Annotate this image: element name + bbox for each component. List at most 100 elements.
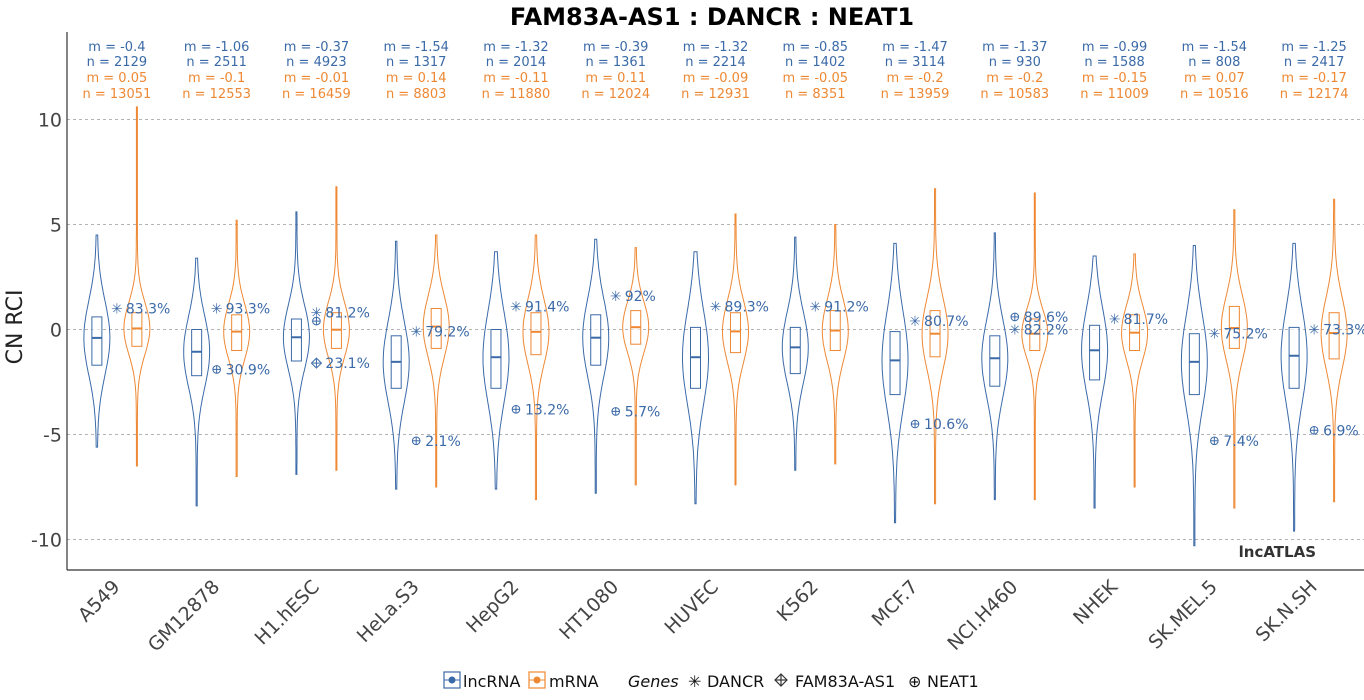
- legend-genes-title: Genes: [628, 672, 679, 691]
- dancr-marker: ✳: [809, 299, 821, 315]
- box-mrna: [231, 314, 243, 351]
- stat-lncrna-n: n = 2129: [87, 55, 147, 70]
- stat-mrna-m: m = 0.07: [1184, 71, 1245, 86]
- dancr-marker: ✳: [610, 289, 622, 305]
- y-axis-label: CN RCI: [3, 290, 28, 365]
- violin-outline-lncrna: [881, 242, 909, 524]
- legend-lncrna: lncRNA: [443, 671, 520, 691]
- stat-lncrna-n: n = 1402: [785, 55, 845, 70]
- stat-lncrna-n: n = 2417: [1284, 55, 1344, 70]
- violin-outline-lncrna: [282, 211, 310, 475]
- violin-mrna: [1320, 198, 1348, 503]
- stat-lncrna-m: m = -0.4: [88, 40, 145, 55]
- violin-outline-mrna: [721, 213, 750, 486]
- stat-lncrna-m: m = -1.06: [184, 40, 249, 55]
- dancr-pct-label: 79.2%: [425, 325, 469, 341]
- stat-lncrna-n: n = 1588: [1084, 55, 1144, 70]
- violin-outline-lncrna: [1280, 242, 1308, 532]
- dancr-pct-label: 93.3%: [226, 302, 270, 318]
- x-tick-label: NHEK: [1069, 576, 1122, 629]
- stat-lncrna-n: n = 808: [1188, 55, 1240, 70]
- stat-mrna-m: m = -0.17: [1281, 71, 1346, 86]
- violin-mrna: [223, 219, 251, 477]
- violin-outline-lncrna: [1081, 255, 1109, 509]
- box-lncrna: [1288, 326, 1300, 389]
- violin-outline-mrna: [1121, 253, 1149, 488]
- x-tick-label: HUVEC: [660, 576, 723, 639]
- stat-lncrna-n: n = 2014: [486, 55, 546, 70]
- y-tick-label: 10: [38, 110, 62, 132]
- stat-mrna-n: n = 11880: [482, 87, 551, 102]
- stat-mrna-m: m = -0.1: [188, 71, 245, 86]
- violin-outline-mrna: [1021, 192, 1049, 501]
- stat-lncrna-m: m = -0.85: [783, 40, 848, 55]
- violin-outline-mrna: [223, 219, 251, 477]
- dancr-pct-label: 83.3%: [126, 302, 170, 318]
- box-lncrna: [889, 331, 901, 396]
- legend-lncrna-dot: [448, 676, 456, 684]
- stat-lncrna-n: n = 2214: [685, 55, 745, 70]
- violin-outline-lncrna: [382, 240, 410, 490]
- neat1-marker: [611, 407, 621, 416]
- violin-lncrna: [382, 240, 410, 490]
- dancr-marker: ✳: [1308, 323, 1320, 339]
- x-tick-label: NCI.H460: [943, 576, 1022, 655]
- stat-mrna-n: n = 13959: [881, 87, 950, 102]
- violin-mrna: [622, 247, 650, 486]
- stat-mrna-m: m = -0.15: [1082, 71, 1147, 86]
- box-mrna: [1029, 318, 1041, 351]
- stat-lncrna-m: m = -1.37: [982, 40, 1047, 55]
- stat-mrna-m: m = 0.05: [86, 71, 147, 86]
- box-lncrna: [1089, 324, 1101, 381]
- box-mrna: [530, 312, 542, 356]
- violin-lncrna: [482, 251, 510, 490]
- box-mrna: [131, 312, 143, 347]
- violin-mrna: [921, 188, 949, 505]
- x-tick-label: HeLa.S3: [353, 576, 424, 647]
- dancr-pct-label: 73.3%: [1323, 323, 1364, 339]
- dancr-pct-label: 89.3%: [725, 299, 769, 315]
- neat1-pct-label: 10.6%: [924, 417, 968, 433]
- neat1-marker: [910, 419, 920, 429]
- violin-outline-mrna: [322, 186, 350, 471]
- violin-outline-mrna: [422, 234, 450, 488]
- violin-mrna: [721, 213, 750, 486]
- violin-outline-mrna: [622, 247, 650, 486]
- stat-mrna-n: n = 13051: [83, 87, 152, 102]
- stat-lncrna-n: n = 1317: [386, 55, 446, 70]
- x-tick-label: A549: [74, 576, 124, 626]
- dancr-pct-label: 81.2%: [325, 306, 369, 322]
- dancr-pct-label: 75.2%: [1223, 327, 1267, 343]
- x-tick-label: H1.hESC: [251, 576, 324, 649]
- violin-mrna: [422, 234, 450, 488]
- stat-lncrna-m: m = -1.25: [1281, 40, 1346, 55]
- stat-mrna-n: n = 12553: [182, 87, 251, 102]
- legend-lncrna-label: lncRNA: [463, 672, 520, 691]
- stat-mrna-m: m = -0.11: [483, 71, 548, 86]
- stat-mrna-m: m = 0.14: [386, 71, 447, 86]
- stat-lncrna-m: m = -1.47: [882, 40, 947, 55]
- violin-outline-mrna: [821, 224, 849, 465]
- stat-lncrna-m: m = -1.54: [1182, 40, 1247, 55]
- violin-lncrna: [1180, 245, 1208, 547]
- box-lncrna: [789, 326, 801, 375]
- dancr-marker: ✳: [1109, 312, 1121, 328]
- neat1-pct-label: 89.6%: [1024, 310, 1068, 326]
- violin-lncrna: [83, 234, 111, 448]
- stat-mrna-n: n = 16459: [282, 87, 351, 102]
- stat-mrna-m: m = -0.05: [783, 71, 848, 86]
- legend-fam83a-as1-icon: [774, 673, 788, 687]
- stat-mrna-m: m = -0.2: [986, 71, 1043, 86]
- violin-lncrna: [682, 251, 709, 505]
- dancr-pct-label: 82.2%: [1024, 323, 1068, 339]
- stat-lncrna-m: m = -0.37: [284, 40, 349, 55]
- neat1-pct-label: 2.1%: [425, 434, 461, 450]
- stat-lncrna-n: n = 2511: [186, 55, 246, 70]
- stat-mrna-m: m = -0.09: [683, 71, 748, 86]
- stat-mrna-n: n = 10516: [1180, 87, 1249, 102]
- dancr-marker: ✳: [710, 299, 722, 315]
- violin-mrna: [1021, 192, 1049, 501]
- stat-mrna-n: n = 12024: [581, 87, 650, 102]
- violin-outline-lncrna: [482, 251, 510, 490]
